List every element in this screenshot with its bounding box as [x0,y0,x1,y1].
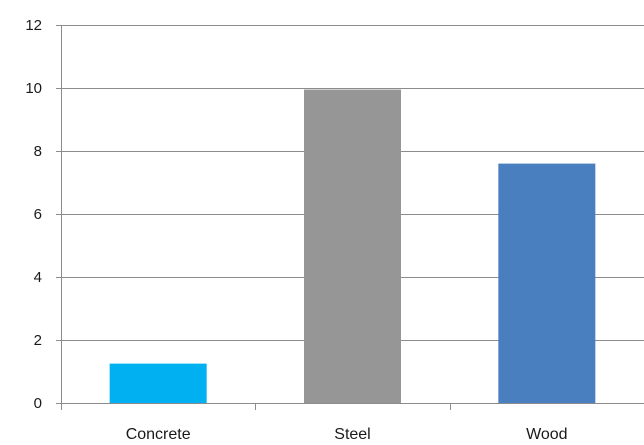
y-tick-label-0: 0 [34,395,42,412]
y-tick-label-2: 2 [34,332,42,349]
x-tick-label-steel: Steel [334,426,370,443]
x-tick-label-wood: Wood [526,426,568,443]
y-tick-label-10: 10 [25,80,42,97]
bar-steel [304,89,401,403]
axes [56,25,644,410]
y-tick-label-12: 12 [25,17,42,34]
y-tick-label-8: 8 [34,143,42,160]
labels: 0 2 4 6 8 10 12 Concrete Steel Wood [25,17,567,443]
bar-wood [498,163,596,403]
bar-concrete [109,363,207,403]
y-tick-label-6: 6 [34,206,42,223]
bars [109,89,596,403]
x-tick-label-concrete: Concrete [126,426,191,443]
y-tick-label-4: 4 [34,269,42,286]
